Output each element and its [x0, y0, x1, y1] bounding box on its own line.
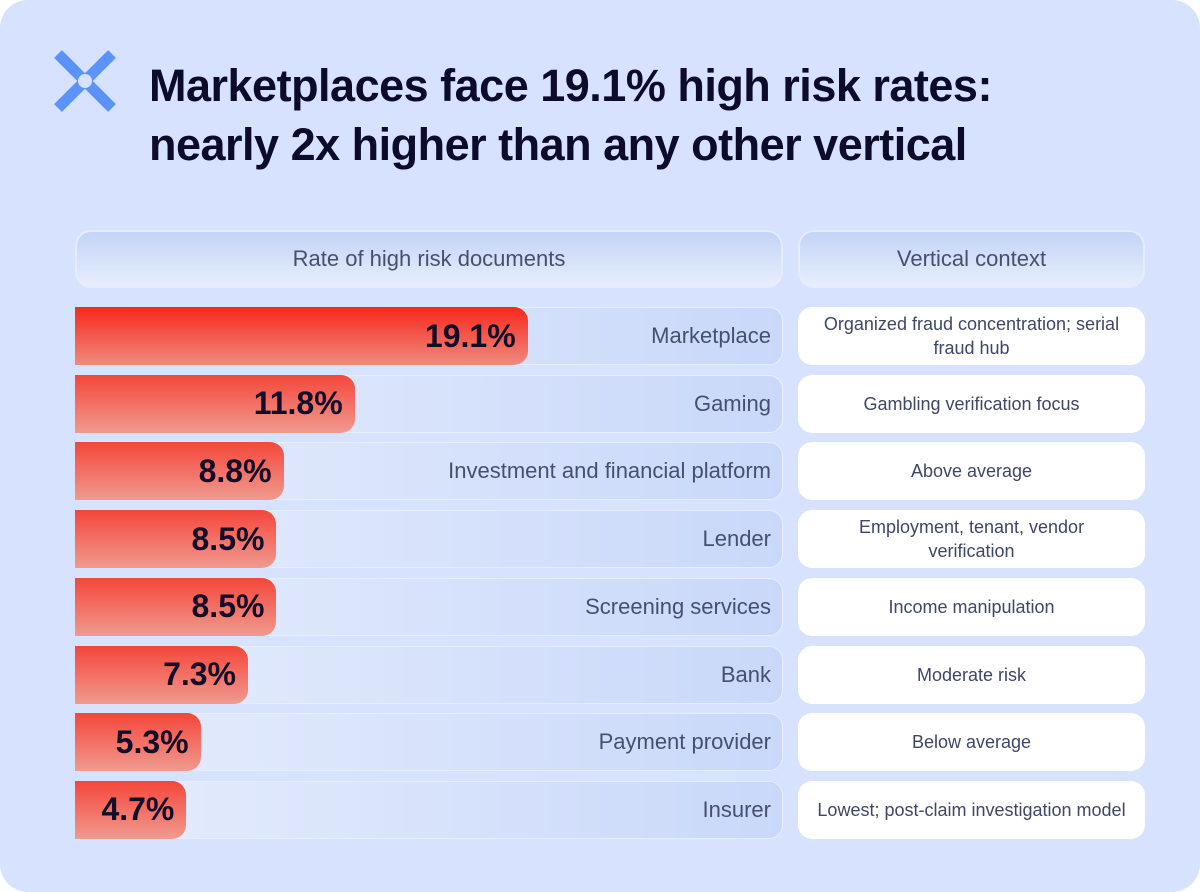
rate-column-header: Rate of high risk documents — [75, 230, 783, 288]
category-label: Lender — [702, 526, 771, 552]
bar: 11.8% — [75, 374, 355, 433]
bar-row: Bank 7.3% — [75, 645, 783, 704]
category-label: Gaming — [693, 390, 771, 416]
bar-row: Investment and financial platform 8.8% — [75, 442, 783, 501]
context-cell: Above average — [798, 442, 1145, 501]
bar: 8.5% — [75, 577, 277, 636]
bar: 5.3% — [75, 713, 201, 772]
title-line-1: Marketplaces face 19.1% high risk rates: — [149, 60, 992, 111]
category-label: Insurer — [702, 796, 771, 822]
x-cross-logo-icon — [54, 50, 116, 112]
bar: 8.8% — [75, 442, 284, 501]
context-cell: Moderate risk — [798, 645, 1145, 704]
bar-track — [75, 780, 783, 839]
context-cell: Income manipulation — [798, 577, 1145, 636]
category-label: Investment and financial platform — [448, 458, 771, 484]
context-cell: Employment, tenant, vendor verification — [798, 510, 1145, 569]
bar: 8.5% — [75, 510, 277, 569]
title-line-2: nearly 2x higher than any other vertical — [149, 119, 967, 170]
context-column-header: Vertical context — [798, 230, 1145, 288]
context-cell: Organized fraud concentration; serial fr… — [798, 307, 1145, 365]
context-cell: Gambling verification focus — [798, 374, 1145, 433]
context-cell: Lowest; post-claim investigation model — [798, 780, 1145, 839]
context-cell: Below average — [798, 713, 1145, 772]
bar: 19.1% — [75, 307, 528, 365]
bar: 7.3% — [75, 645, 248, 704]
page-title: Marketplaces face 19.1% high risk rates:… — [149, 56, 992, 174]
bar-row: Lender 8.5% — [75, 510, 783, 569]
bar-row: Marketplace 19.1% — [75, 307, 783, 365]
bar-row: Gaming 11.8% — [75, 374, 783, 433]
bar: 4.7% — [75, 780, 187, 839]
category-label: Bank — [720, 661, 771, 687]
bar-row: Insurer 4.7% — [75, 780, 783, 839]
category-label: Screening services — [585, 593, 771, 619]
category-label: Payment provider — [598, 729, 771, 755]
bar-row: Screening services 8.5% — [75, 577, 783, 636]
bar-row: Payment provider 5.3% — [75, 713, 783, 772]
category-label: Marketplace — [651, 323, 771, 348]
